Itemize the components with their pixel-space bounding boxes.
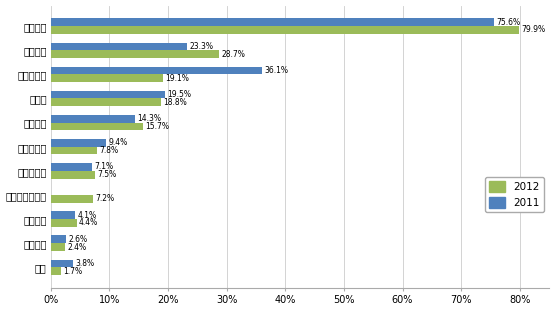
Text: 19.1%: 19.1% — [165, 74, 189, 83]
Text: 2.4%: 2.4% — [67, 243, 87, 252]
Bar — [51, 163, 93, 171]
Text: 4.4%: 4.4% — [79, 218, 98, 227]
Bar — [51, 43, 188, 50]
Text: 4.1%: 4.1% — [77, 211, 97, 220]
Text: 3.8%: 3.8% — [75, 259, 94, 268]
Legend: 2012, 2011: 2012, 2011 — [485, 177, 544, 212]
Text: 36.1%: 36.1% — [265, 66, 289, 75]
Text: 7.8%: 7.8% — [99, 146, 118, 155]
Text: 7.5%: 7.5% — [97, 170, 117, 179]
Bar — [51, 195, 93, 203]
Bar — [51, 115, 135, 123]
Bar — [51, 67, 263, 74]
Text: 14.3%: 14.3% — [137, 114, 161, 123]
Bar — [51, 74, 163, 82]
Bar — [51, 147, 97, 154]
Bar — [51, 139, 106, 147]
Text: 75.6%: 75.6% — [496, 18, 521, 27]
Bar — [51, 243, 65, 251]
Bar — [51, 235, 66, 243]
Text: 9.4%: 9.4% — [108, 138, 128, 147]
Text: 23.3%: 23.3% — [190, 42, 214, 51]
Text: 15.7%: 15.7% — [145, 122, 169, 131]
Bar — [51, 219, 77, 227]
Text: 79.9%: 79.9% — [522, 26, 546, 35]
Text: 2.6%: 2.6% — [68, 235, 88, 244]
Bar — [51, 26, 519, 34]
Text: 28.7%: 28.7% — [221, 49, 245, 58]
Bar — [51, 91, 165, 99]
Text: 7.1%: 7.1% — [95, 162, 114, 171]
Bar — [51, 267, 61, 275]
Text: 19.5%: 19.5% — [168, 90, 191, 99]
Bar — [51, 123, 143, 130]
Bar — [51, 260, 73, 267]
Text: 1.7%: 1.7% — [63, 267, 82, 276]
Text: 18.8%: 18.8% — [163, 98, 187, 107]
Bar — [51, 18, 494, 26]
Bar — [51, 99, 161, 106]
Text: 7.2%: 7.2% — [95, 194, 114, 203]
Bar — [51, 211, 75, 219]
Bar — [51, 50, 219, 58]
Bar — [51, 171, 95, 179]
